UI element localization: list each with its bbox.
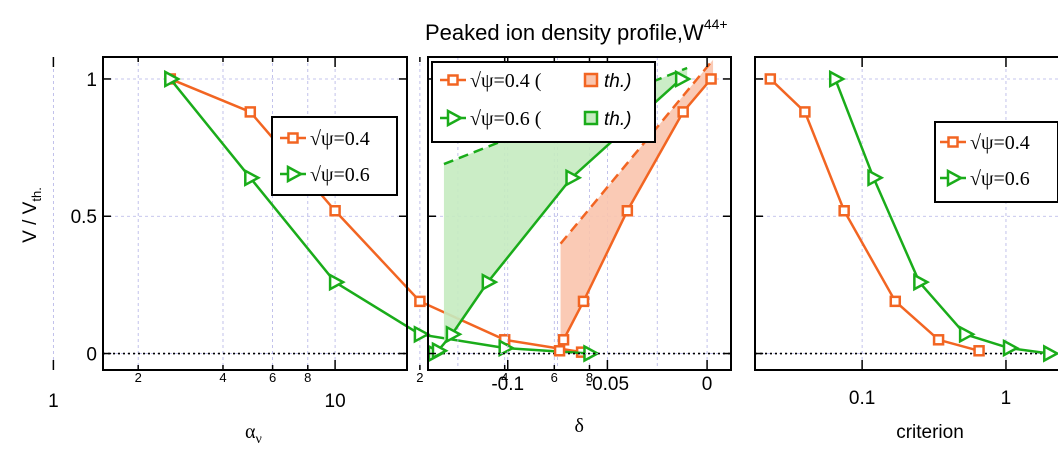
data-point-s1-0 xyxy=(164,69,181,89)
data-point-s1-3 xyxy=(413,325,431,344)
theory-line-0 xyxy=(559,58,715,245)
data-point-s0-4 xyxy=(677,106,689,118)
x-tick-label-minor: 2 xyxy=(416,370,423,385)
legend-marker-0 xyxy=(447,74,459,86)
axes-frame xyxy=(427,56,732,371)
panel-criterion: 0.1 1 criterion √ψ=0.4 √ψ=0.6 xyxy=(754,56,1058,443)
axes-frame xyxy=(102,56,408,371)
theory-band-0 xyxy=(560,59,714,349)
legend-label-1: √ψ=0.6 xyxy=(310,164,370,186)
data-point-s0-1 xyxy=(799,106,811,118)
legend-box xyxy=(431,61,656,143)
legend-suffix-0: th.) xyxy=(604,71,631,92)
x-tick-label: 1 xyxy=(48,391,59,412)
legend-label-0: √ψ=0.4 ( xyxy=(470,70,542,92)
x-tick-label-minor: 8 xyxy=(304,370,311,385)
x-tick-label-minor: 4 xyxy=(501,370,508,385)
legend-box xyxy=(934,121,1058,203)
axes-frame xyxy=(754,56,1058,371)
legend: √ψ=0.4 √ψ=0.6 xyxy=(271,116,398,196)
data-point-s0-1 xyxy=(244,106,257,118)
x-axis-label: αν xyxy=(245,421,262,447)
data-point-s1-1 xyxy=(244,168,261,187)
legend-label-0: √ψ=0.4 xyxy=(970,132,1030,154)
x-tick-label-minor: 6 xyxy=(269,370,276,385)
legend-suffix-1: th.) xyxy=(604,109,631,130)
data-point-s0-2 xyxy=(329,205,341,217)
x-tick-label: 10 xyxy=(325,391,346,412)
data-point-s1-2 xyxy=(913,273,931,292)
x-tick-label-minor: 4 xyxy=(219,370,226,385)
x-axis-label: criterion xyxy=(896,422,964,443)
series-line-1 xyxy=(169,78,590,355)
data-point-s1-1 xyxy=(867,168,885,187)
legend-marker-1 xyxy=(946,168,964,188)
panel-delta: -0.1 -0.05 0 δ √ψ=0.4 ( th.) √ψ=0.6 ( th.) xyxy=(427,56,732,437)
series-line-0 xyxy=(169,77,582,354)
data-point-s0-1 xyxy=(557,334,570,346)
x-tick-label: -0.1 xyxy=(491,374,524,395)
x-tick-label: 0 xyxy=(702,374,713,395)
data-point-s1-2 xyxy=(328,273,346,292)
data-point-s1-5 xyxy=(674,69,692,89)
legend: √ψ=0.4 √ψ=0.6 xyxy=(934,121,1058,203)
y-axis-label: V / Vth. xyxy=(20,187,44,243)
data-point-s0-4 xyxy=(932,334,945,346)
legend-marker-1 xyxy=(446,108,464,128)
y-tick-label: 1 xyxy=(86,70,97,91)
x-tick-label-minor: 8 xyxy=(586,370,593,385)
panel-alpha-nu: 0 0.5 1 1 10 2 4 6 8 2 4 6 8 αν √ψ=0.4 √ψ=0.6 xyxy=(48,56,601,447)
legend-label-1: √ψ=0.6 xyxy=(970,168,1030,190)
x-axis-label: δ xyxy=(575,415,584,437)
legend-label-0: √ψ=0.4 xyxy=(310,128,370,150)
series-line-0 xyxy=(769,78,980,352)
x-tick-label: -0.05 xyxy=(586,374,629,395)
x-tick-label-minor: 2 xyxy=(135,370,142,385)
legend-marker-0 xyxy=(947,136,959,148)
legend-box xyxy=(271,116,398,196)
data-point-s1-3 xyxy=(958,325,976,344)
data-point-s0-3 xyxy=(621,205,634,217)
data-point-s0-2 xyxy=(577,295,590,308)
data-point-s0-2 xyxy=(838,205,850,217)
x-tick-label-minor: 6 xyxy=(551,370,558,385)
data-point-s1-4 xyxy=(1002,338,1020,358)
data-point-s0-0 xyxy=(764,73,777,85)
legend-marker-0 xyxy=(287,132,299,144)
data-point-s1-0 xyxy=(828,69,846,89)
figure-title: Peaked ion density profile,W44+ xyxy=(425,16,728,45)
legend-marker-1 xyxy=(286,164,304,184)
data-point-s1-5 xyxy=(1043,344,1058,363)
legend-fill-swatch-1 xyxy=(583,110,599,126)
data-point-s1-2 xyxy=(445,325,463,344)
data-point-s0-0 xyxy=(553,345,566,357)
legend-label-1: √ψ=0.6 ( xyxy=(470,108,542,130)
data-point-s1-3 xyxy=(481,273,499,292)
y-tick-label: 0 xyxy=(86,345,97,366)
data-point-s1-4 xyxy=(498,338,516,358)
legend: √ψ=0.4 ( th.) √ψ=0.6 ( th.) xyxy=(431,61,656,143)
data-point-s0-3 xyxy=(414,295,426,308)
y-tick-label: 0.5 xyxy=(71,207,97,228)
data-point-s0-5 xyxy=(705,73,717,85)
x-tick-label: 0.1 xyxy=(849,388,875,409)
data-point-s0-3 xyxy=(889,295,902,308)
legend-fill-swatch-0 xyxy=(583,72,599,88)
x-tick-label: 1 xyxy=(1001,388,1012,409)
data-point-s1-4 xyxy=(565,168,583,187)
data-point-s1-1 xyxy=(431,341,449,360)
data-point-s0-5 xyxy=(973,345,985,357)
